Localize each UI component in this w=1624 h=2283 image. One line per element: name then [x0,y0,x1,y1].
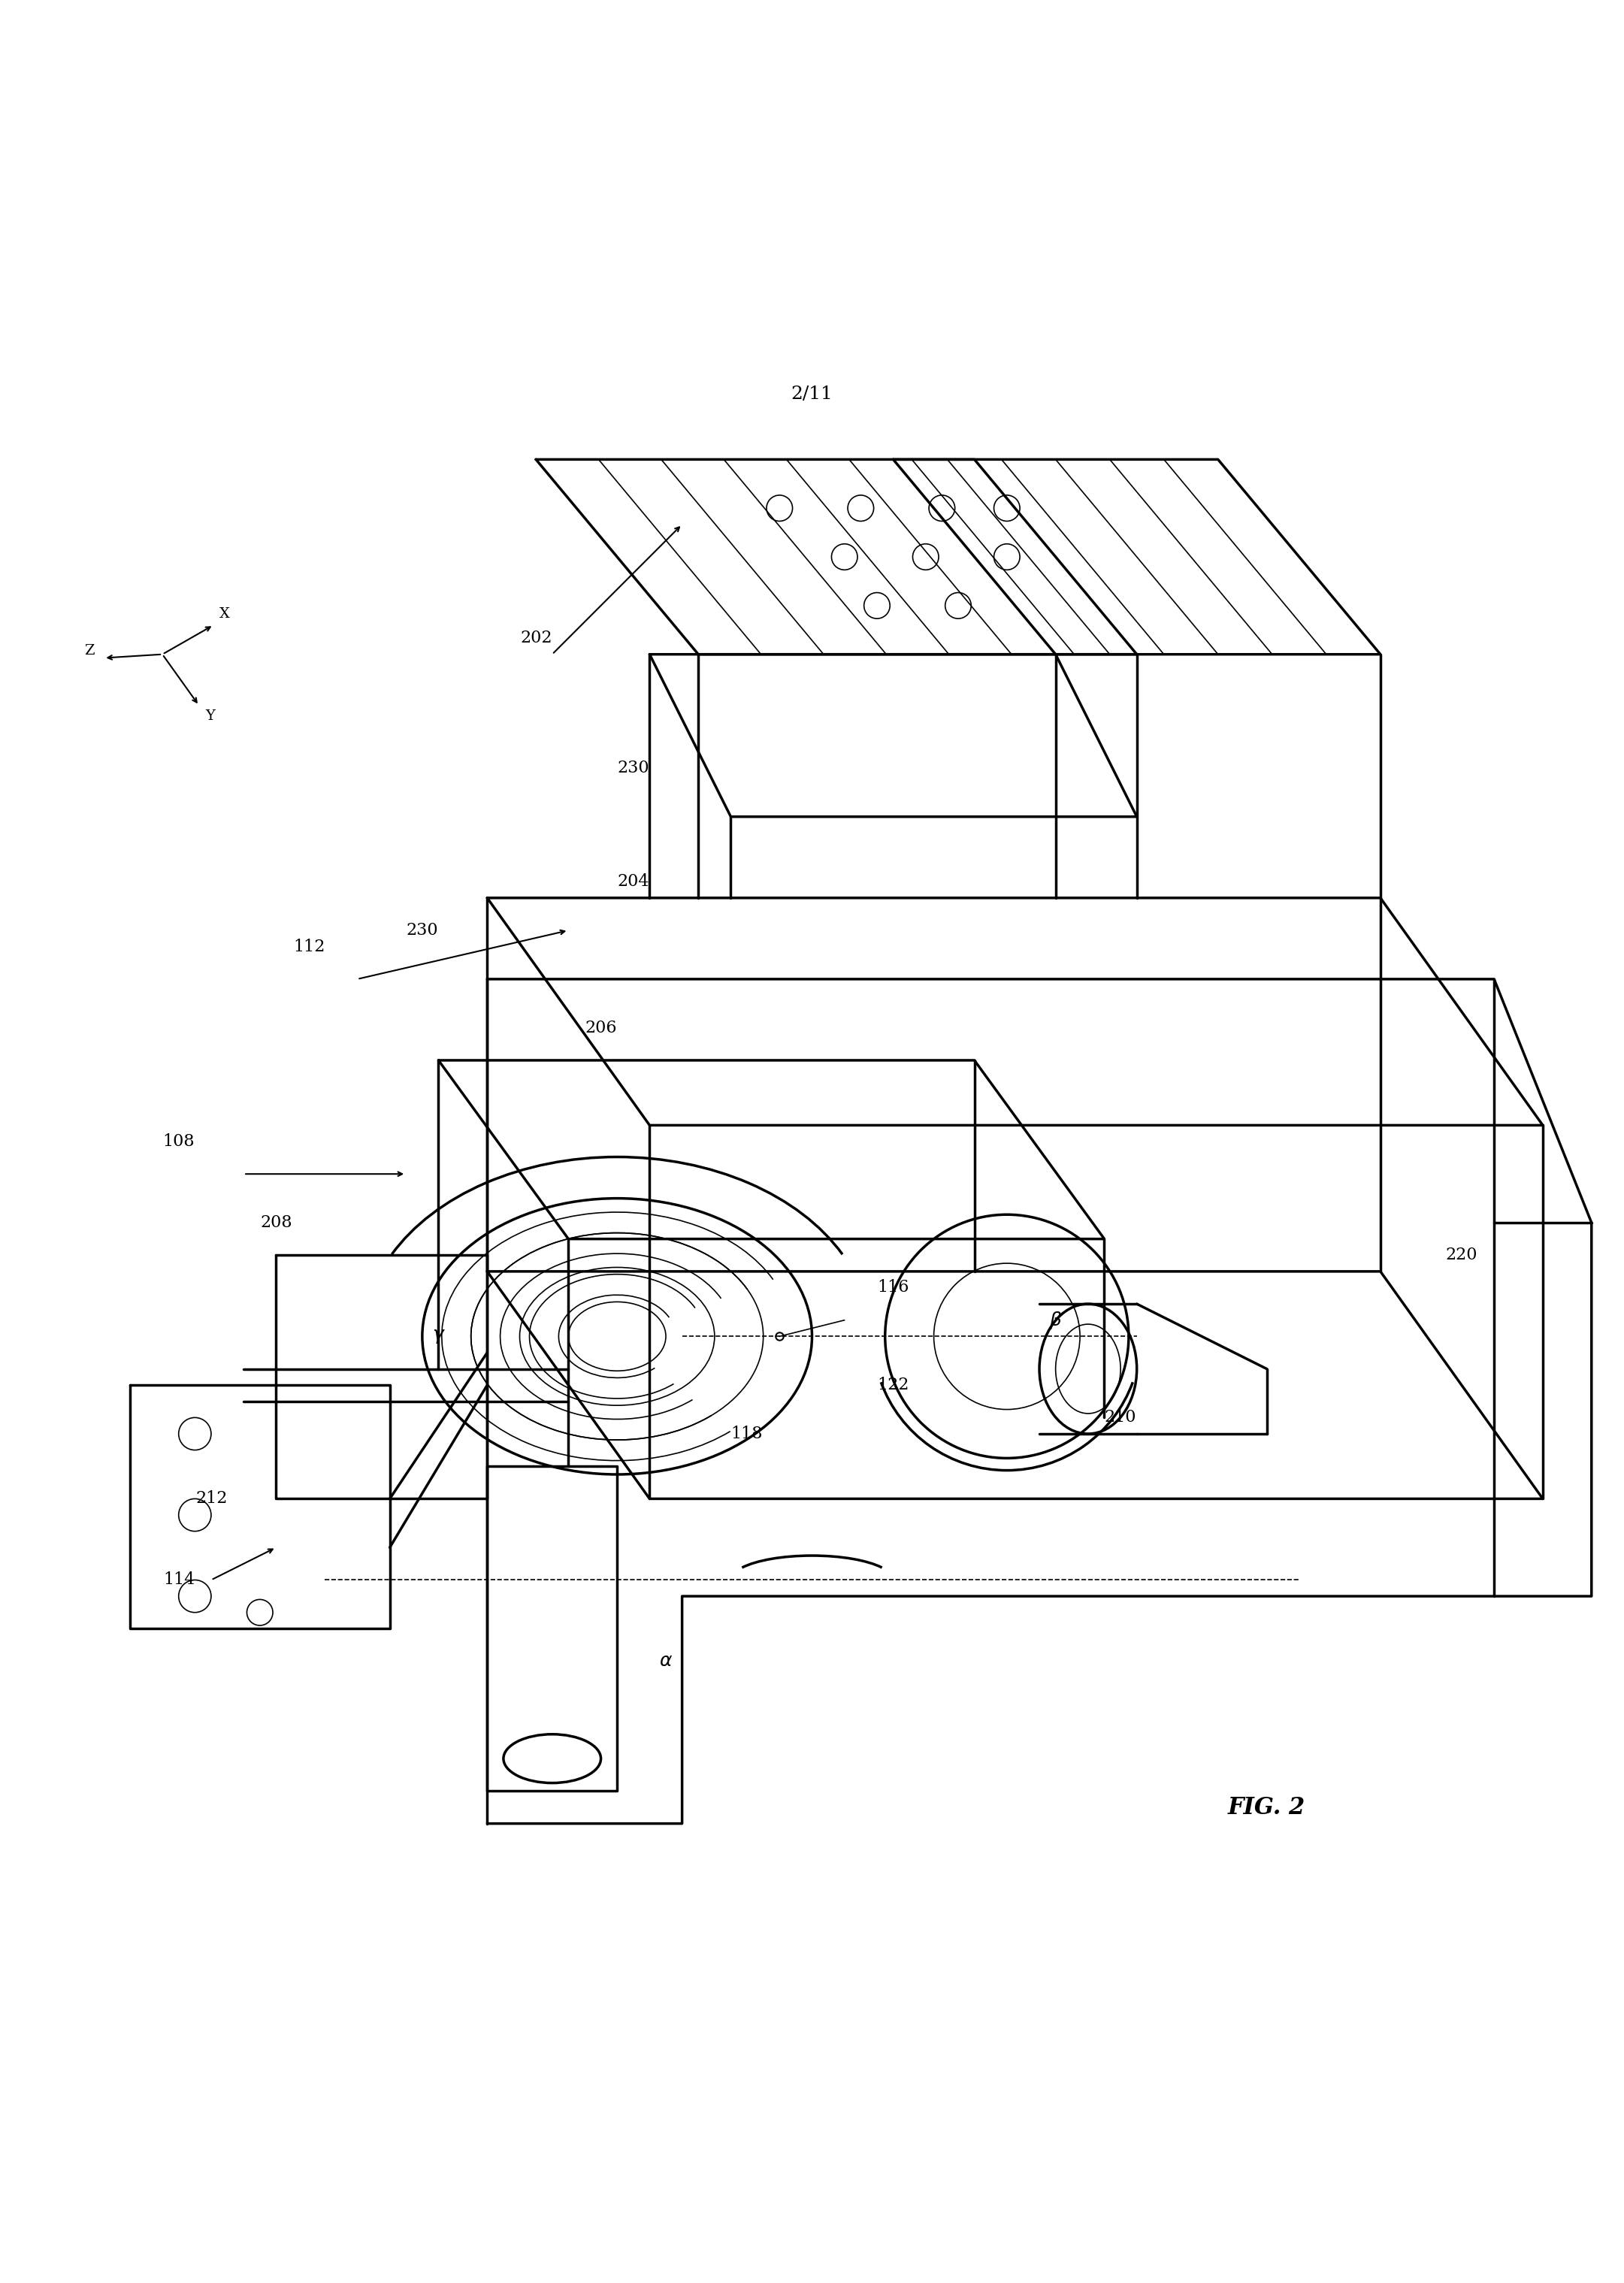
Text: Z: Z [84,644,94,658]
Text: 208: 208 [260,1215,292,1231]
Text: 114: 114 [162,1571,195,1589]
Text: $\gamma$: $\gamma$ [432,1329,445,1345]
Text: 212: 212 [195,1491,227,1507]
Text: 122: 122 [877,1377,909,1393]
Text: 220: 220 [1445,1247,1478,1262]
Text: FIG. 2: FIG. 2 [1228,1797,1306,1820]
Text: 116: 116 [877,1278,909,1297]
Text: X: X [219,607,229,621]
Text: Y: Y [205,710,214,724]
Text: $\beta$: $\beta$ [1049,1310,1062,1331]
Text: 202: 202 [520,630,552,646]
Text: 206: 206 [585,1021,617,1036]
Text: 108: 108 [162,1132,195,1151]
Text: 210: 210 [1104,1409,1137,1427]
Text: $\alpha$: $\alpha$ [659,1653,672,1669]
Text: 118: 118 [731,1425,763,1443]
Text: 2/11: 2/11 [791,386,833,404]
Text: 204: 204 [617,874,650,890]
Text: 112: 112 [292,938,325,954]
Text: 230: 230 [617,760,650,776]
Text: 230: 230 [406,922,438,938]
